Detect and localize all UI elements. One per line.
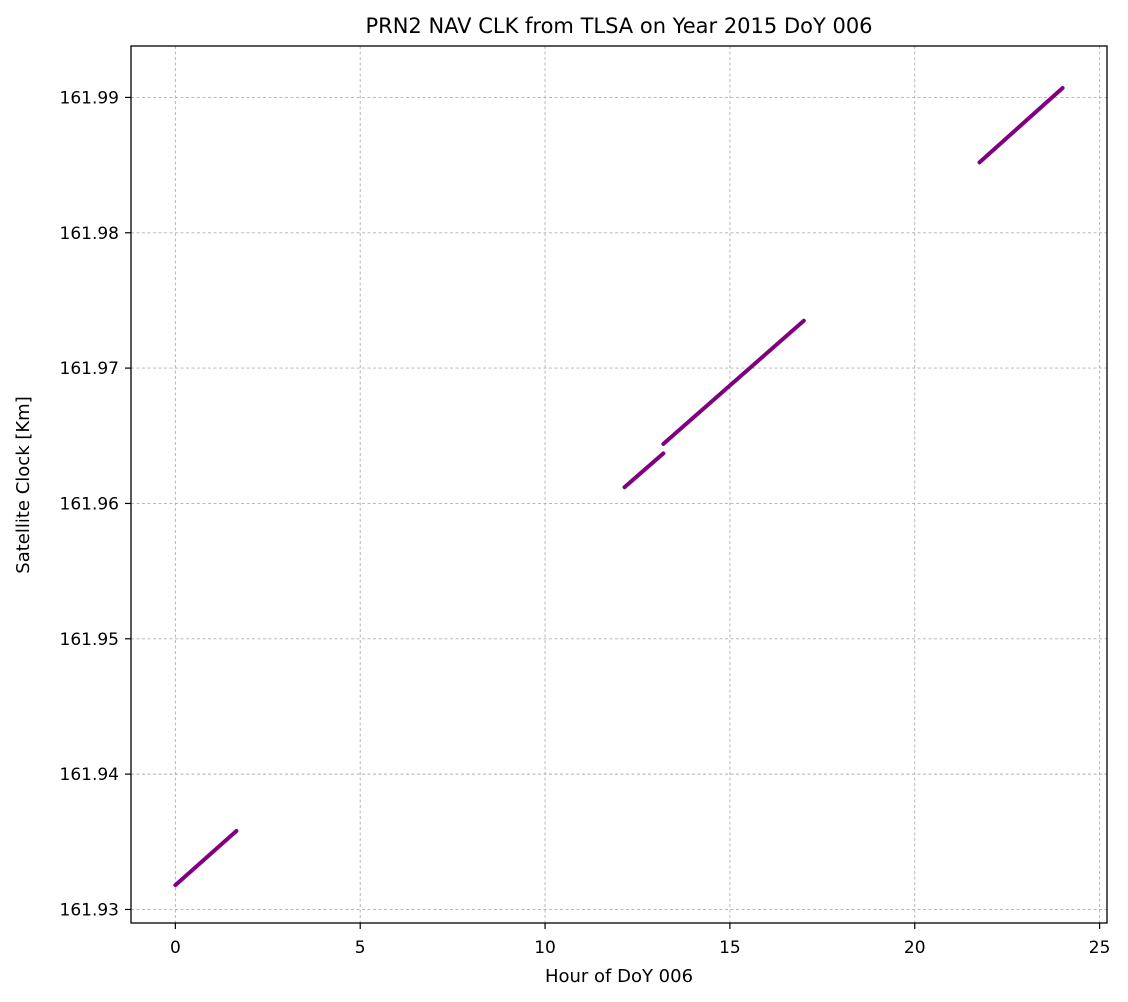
y-tick-label: 161.93	[60, 900, 119, 920]
y-tick-label: 161.97	[60, 359, 119, 379]
y-axis-label: Satellite Clock [Km]	[13, 396, 34, 573]
series-line	[173, 829, 239, 888]
y-tick-label: 161.94	[60, 765, 119, 785]
series-line	[622, 451, 666, 490]
y-tick-label: 161.95	[60, 630, 119, 650]
x-tick-label: 20	[904, 938, 926, 958]
x-tick-label: 25	[1089, 938, 1111, 958]
x-axis-label: Hour of DoY 006	[545, 966, 693, 987]
series-layer	[173, 86, 1065, 888]
ticks: 0 5 10 15 20 25 161.93 161.94 161.95 161.96 161.97…	[60, 88, 1111, 958]
x-tick-label: 10	[534, 938, 556, 958]
series-line	[661, 318, 806, 446]
y-tick-label: 161.96	[60, 494, 119, 514]
x-tick-label: 0	[170, 938, 181, 958]
x-tick-label: 5	[355, 938, 366, 958]
chart-title: PRN2 NAV CLK from TLSA on Year 2015 DoY …	[365, 14, 872, 38]
series-line	[977, 86, 1065, 165]
plot-frame	[130, 45, 1108, 924]
y-tick-label: 161.98	[60, 224, 119, 244]
x-tick-label: 15	[719, 938, 741, 958]
y-tick-label: 161.99	[60, 88, 119, 108]
grid	[131, 46, 1107, 923]
